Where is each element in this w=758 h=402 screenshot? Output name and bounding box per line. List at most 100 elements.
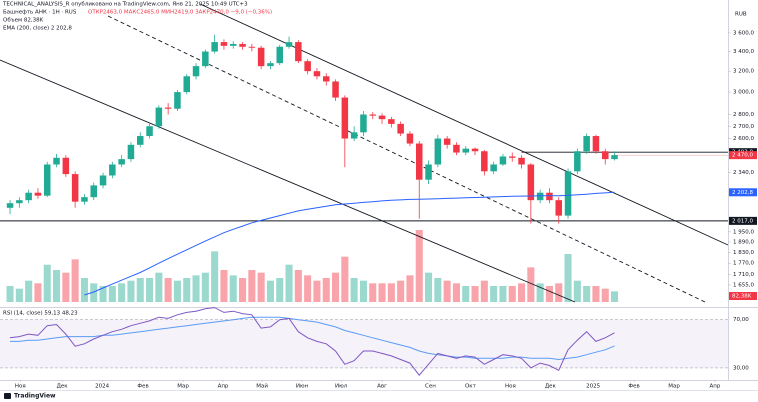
candle-body (136, 136, 144, 145)
volume-bar (573, 280, 581, 302)
candle-body (397, 123, 404, 134)
x-tick-label: 2024 (95, 384, 109, 390)
volume-bar (508, 286, 516, 302)
candle-body (564, 171, 572, 216)
candle-body (183, 76, 190, 93)
x-tick-label: Май (256, 383, 268, 390)
candle-body (304, 61, 311, 72)
volume-bar (248, 270, 256, 302)
volume-bar (155, 272, 163, 302)
volume-bar (183, 278, 191, 302)
x-tick-label: Июн (296, 384, 309, 390)
volume-bar (406, 275, 414, 302)
candle-body (127, 144, 135, 160)
y-tick-label: 2 340,0 (733, 170, 754, 176)
candle-body (527, 164, 535, 201)
volume-bar (545, 286, 553, 302)
candle-body (350, 132, 358, 139)
candle-body (276, 46, 283, 64)
volume-bar (34, 283, 42, 302)
volume-bar (527, 267, 535, 302)
volume-bar (229, 275, 237, 302)
last-price-label: 2 470,0 (732, 153, 753, 159)
y-tick-label: 2 700,0 (733, 124, 754, 130)
candle-body (164, 107, 172, 109)
volume-bar (601, 288, 609, 302)
volume-bar (257, 272, 265, 302)
x-tick-label: Апр (710, 384, 721, 390)
volume-bar (378, 283, 386, 302)
volume-bar (425, 272, 433, 302)
volume-bar (304, 275, 312, 302)
x-tick-label: Мар (668, 384, 680, 390)
volume-bar (583, 286, 591, 302)
brand-logo (4, 393, 11, 399)
rsi-title: RSI (14, close) 59,13 48,23 (3, 311, 78, 317)
volume-bar (611, 291, 619, 302)
candle-body (415, 143, 423, 180)
rsi-line (9, 307, 615, 376)
volume-bar (564, 254, 572, 302)
x-tick-label: Авг (377, 384, 387, 390)
candle-body (25, 192, 32, 201)
rsi-tick-label: 30,00 (733, 365, 749, 371)
trend-line-dashed (107, 15, 706, 303)
y-tick-label: 3 400,0 (733, 49, 754, 55)
publisher: TECHNICAL_ANALYSIS_R опубликовано на Tra… (2, 2, 248, 8)
candle-body (248, 46, 256, 48)
x-tick-label: Ноя (15, 384, 26, 390)
volume-bar (90, 283, 98, 302)
volume-bar (6, 286, 14, 302)
volume-bar (332, 272, 340, 302)
candle-body (257, 47, 265, 67)
currency: RUB (735, 12, 747, 18)
candle-body (406, 133, 414, 144)
volume-bar (118, 283, 126, 302)
candle-body (546, 192, 553, 201)
volume-bar (15, 288, 23, 302)
candle-body (369, 114, 376, 116)
candle-body (471, 148, 479, 152)
y-tick-label: 1 830,0 (733, 250, 754, 256)
candle-body (267, 63, 274, 67)
x-tick-label: Фев (628, 384, 639, 390)
volume-bar (211, 251, 219, 302)
level-label-box (729, 216, 757, 225)
volume-bar (452, 283, 460, 302)
y-tick-label: 3 000,0 (733, 90, 754, 96)
candle-body (81, 197, 88, 202)
candle-body (434, 138, 442, 165)
x-tick-label: Сен (425, 384, 436, 390)
candle-body (16, 200, 23, 204)
candle-body (295, 42, 302, 62)
candle-body (592, 136, 600, 152)
candle-body (322, 76, 330, 82)
volume-bar (387, 283, 395, 302)
candle-body (378, 115, 386, 120)
candle-body (90, 185, 97, 198)
candle-body (99, 175, 107, 186)
volume-bar (518, 283, 526, 302)
volume-bar (146, 278, 154, 302)
candle-body (146, 126, 153, 137)
volume-bar (80, 278, 88, 302)
candle-body (462, 148, 469, 153)
level-label: 2 017,0 (732, 218, 753, 224)
y-tick-label: 1 710,0 (733, 272, 754, 278)
candle-body (34, 192, 42, 196)
volume-bar (136, 278, 144, 302)
volume-bar (43, 264, 51, 302)
y-tick-label: 1 890,0 (733, 239, 754, 245)
candle-body (6, 203, 14, 208)
back-layer (0, 230, 728, 369)
candle-body (62, 157, 70, 175)
brand: TradingView (14, 393, 56, 400)
candle-body (481, 151, 488, 172)
ema-line (84, 191, 615, 296)
candle-body (425, 164, 432, 180)
x-tick-label: Ноя (505, 384, 516, 390)
candle-body (611, 155, 618, 160)
volume-bar (239, 278, 247, 302)
volume-bar (415, 230, 423, 302)
